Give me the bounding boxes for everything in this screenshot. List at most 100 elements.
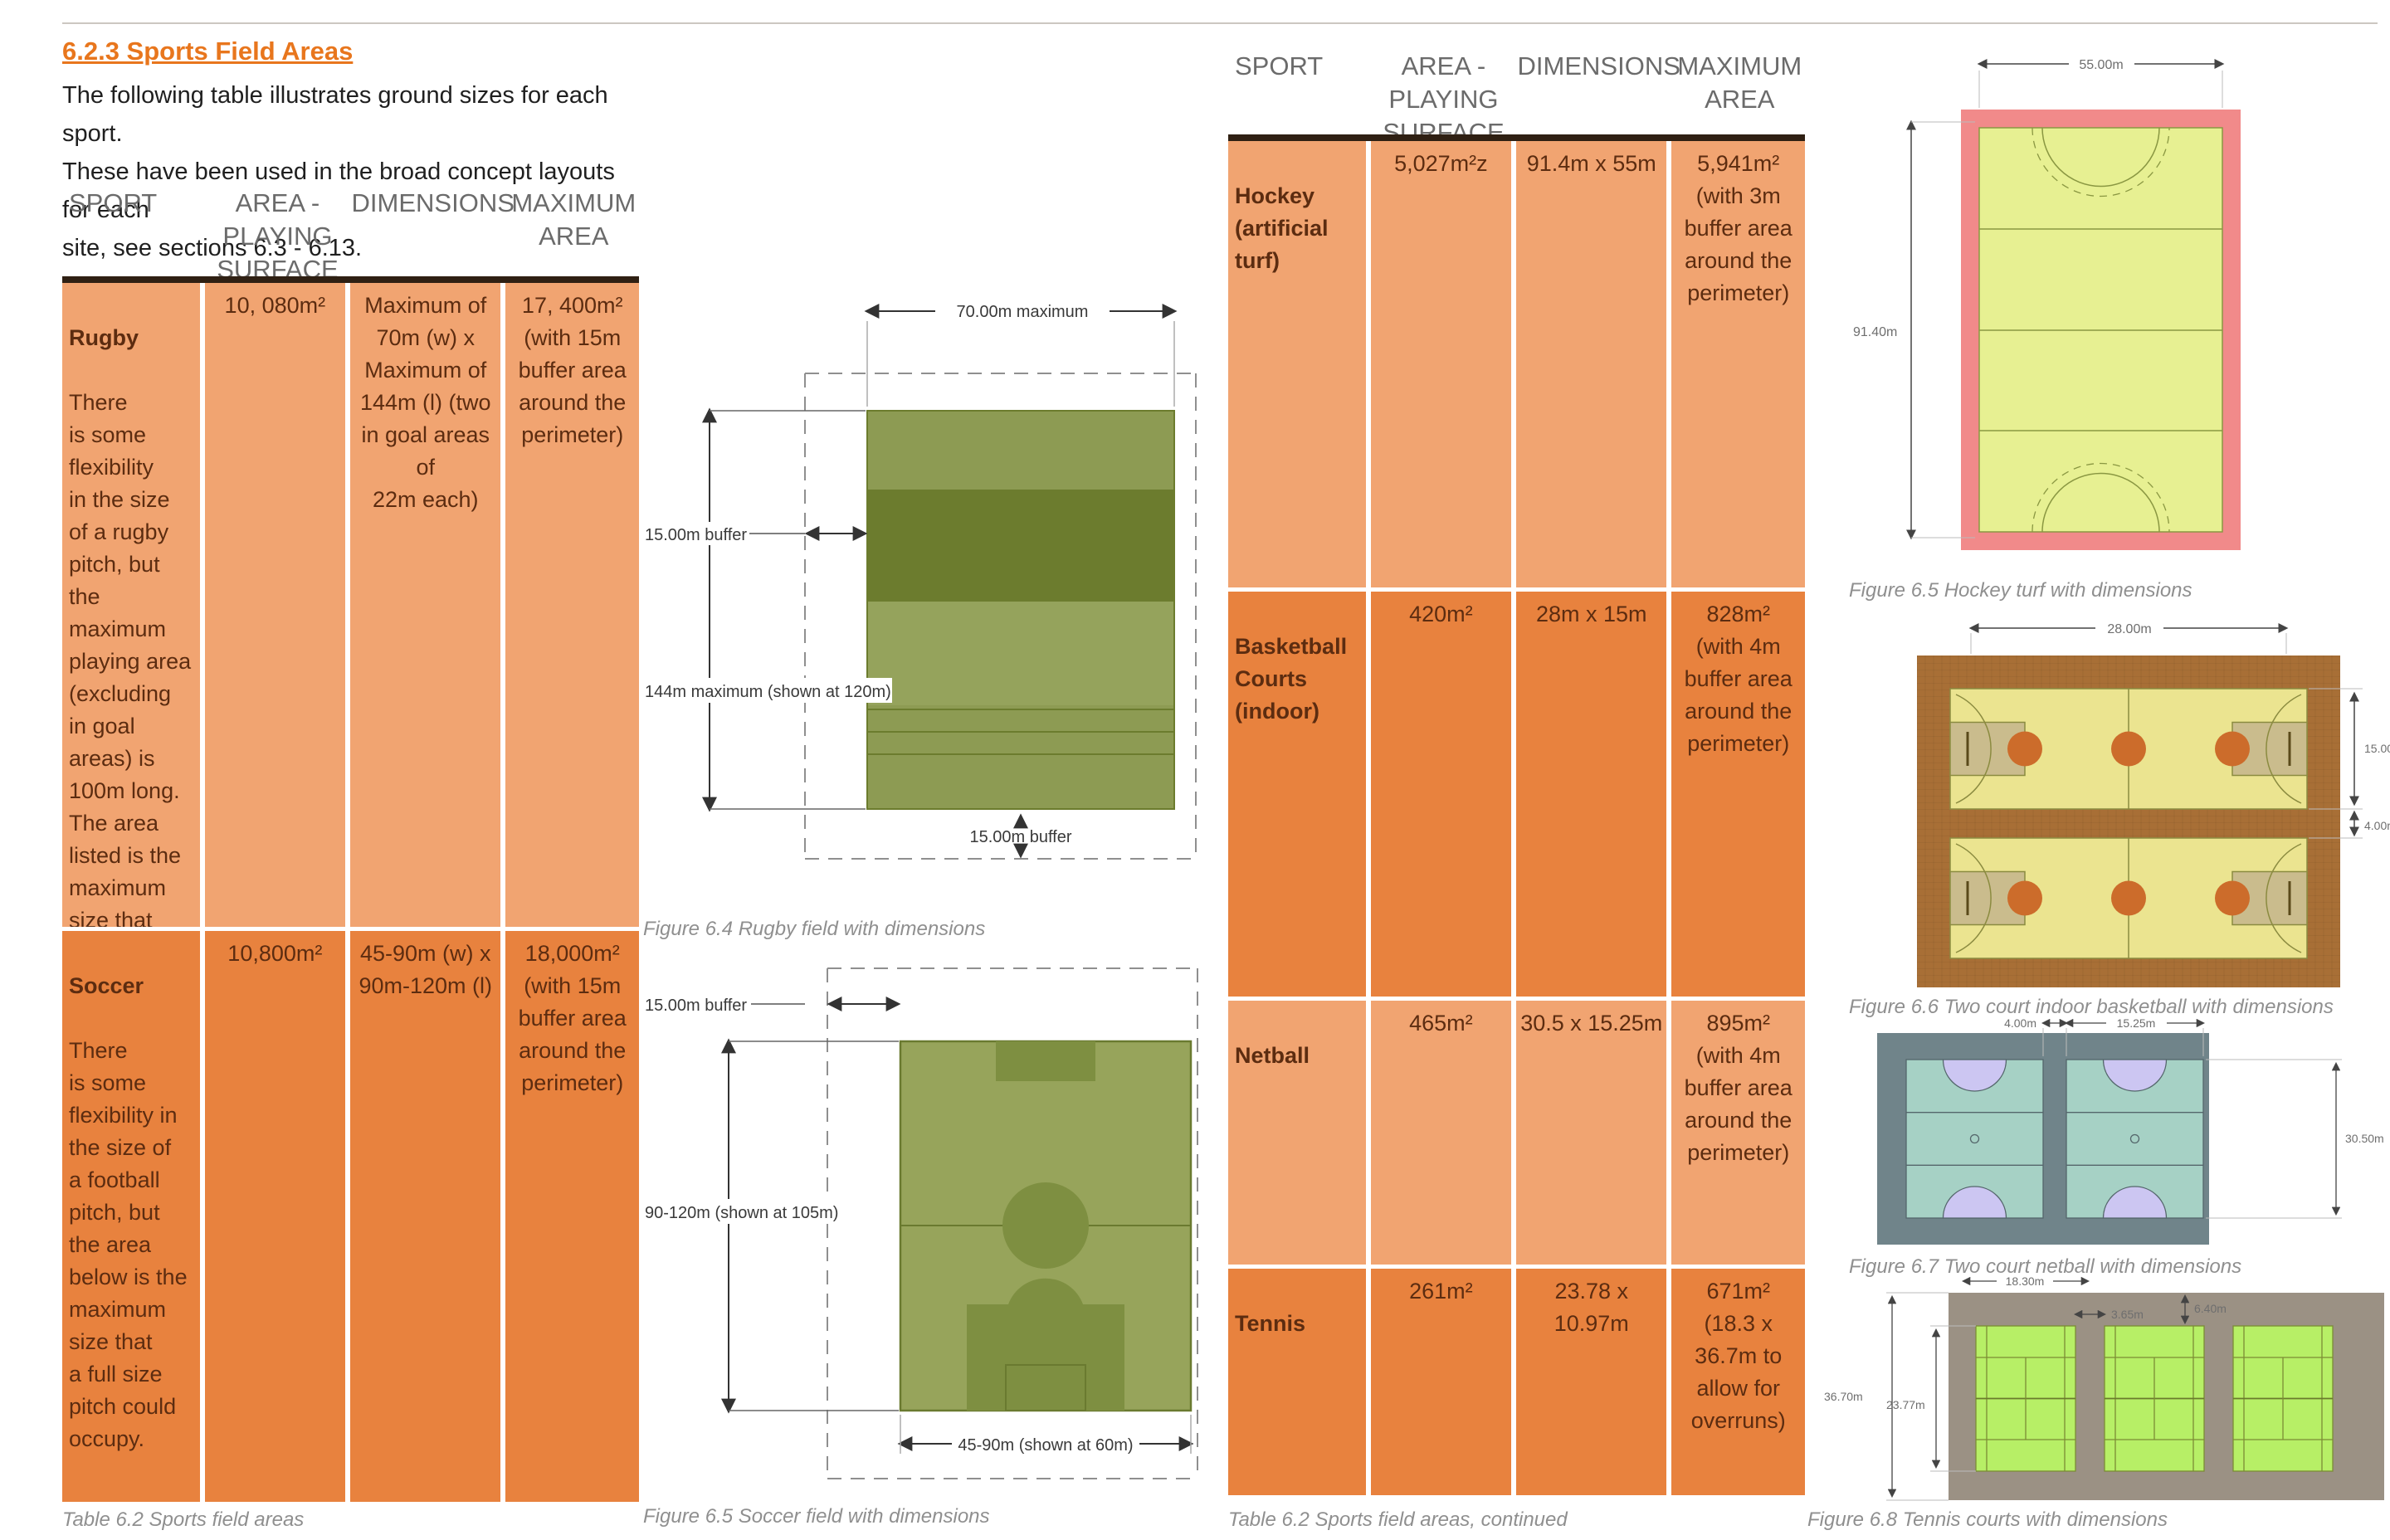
table-row-tennis: Tennis 261m² 23.78 x 10.97m 671m² (18.3 …	[1228, 1269, 1805, 1495]
table-row-hockey: Hockey (artificial turf) 5,027m²z 91.4m …	[1228, 141, 1805, 587]
cell-dimensions: 23.78 x 10.97m	[1516, 1269, 1667, 1495]
length-label: 91.40m	[1853, 325, 1897, 339]
tennis-court-3	[2232, 1325, 2334, 1472]
rugby-figure-caption: Figure 6.4 Rugby field with dimensions	[643, 918, 986, 940]
label-backing	[643, 522, 766, 545]
header-divider	[62, 276, 639, 283]
length-dimension	[721, 1038, 899, 1414]
width-label: 28.00m	[2107, 622, 2151, 636]
label-backing	[643, 1199, 861, 1224]
tennis-court-2	[2104, 1325, 2205, 1472]
soccer-figure-caption: Figure 6.5 Soccer field with dimensions	[643, 1505, 990, 1528]
cell-area: 10,800m²	[204, 931, 346, 1502]
width-dimension	[1968, 623, 2289, 654]
row-divider	[1228, 997, 1805, 1001]
cell-max-area: 828m² (with 4m buffer area around the pe…	[1671, 592, 1805, 997]
sport-name: Soccer	[69, 973, 144, 998]
cell-dimensions: Maximum of 70m (w) x Maximum of 144m (l)…	[350, 283, 501, 927]
cell-dimensions: 30.5 x 15.25m	[1516, 1001, 1667, 1265]
column-header-dimensions: DIMENSIONS	[351, 188, 515, 217]
section-title: 6.2.3 Sports Field Areas	[62, 37, 354, 66]
buffer-top-label: 15.00m buffer	[645, 997, 747, 1015]
court-width-label: 15.25m	[2117, 1016, 2156, 1030]
cell-sport: Hockey (artificial turf)	[1228, 141, 1366, 587]
cell-area: 5,027m²z	[1370, 141, 1512, 587]
court-width-label: 15.00m	[2364, 742, 2390, 755]
tennis-courts	[1975, 1325, 2334, 1472]
header-divider	[1228, 134, 1805, 141]
row-divider	[1228, 587, 1805, 592]
cell-dimensions: 91.4m x 55m	[1516, 141, 1667, 587]
rugby-pitch	[866, 410, 1175, 810]
sport-name: Rugby	[69, 325, 139, 350]
sport-description: There is some flexibility in the size of…	[69, 1038, 188, 1451]
cell-max-area: 895m² (with 4m buffer area around the pe…	[1671, 1001, 1805, 1265]
table-2-caption: Table 6.2 Sports field areas, continued	[1228, 1508, 1568, 1531]
row-divider	[1228, 1265, 1805, 1269]
column-header-sport: SPORT	[1235, 51, 1324, 80]
netball-courts-diagram: 4.00m 15.25m 30.50m	[1877, 1016, 2384, 1245]
basketball-courts-diagram: 28.00m 15.00m 4.00m	[1917, 622, 2390, 987]
buffer-left-label: 15.00m buffer	[645, 526, 747, 544]
hockey-turf-diagram: 55.00m 91.40m	[1853, 58, 2241, 550]
netball-figure-caption: Figure 6.7 Two court netball with dimens…	[1849, 1255, 2242, 1278]
netball-court-right	[2066, 1059, 2204, 1219]
table-row-basketball: Basketball Courts (indoor) 420m² 28m x 1…	[1228, 592, 1805, 997]
width-label: 45-90m (shown at 60m)	[958, 1436, 1133, 1455]
width-label: 18.30m	[2006, 1274, 2045, 1288]
length-dimension	[1906, 119, 1975, 540]
hockey-pitch	[1978, 127, 2223, 533]
cell-sport: Rugby There is some flexibility in the s…	[62, 283, 200, 1030]
cell-max-area: 17, 400m² (with 15m buffer area around t…	[505, 283, 639, 927]
top-goal-area	[996, 1041, 1095, 1081]
buffer-dashed-outline	[827, 967, 1198, 1479]
dimension-ticks	[2042, 1028, 2342, 1219]
column-header-area: AREA - PLAYING SURFACE	[1383, 51, 1505, 147]
cell-dimensions: 28m x 15m	[1516, 592, 1667, 997]
length-dimension	[702, 407, 866, 812]
intro-paragraph: The following table illustrates ground s…	[62, 82, 615, 261]
cell-sport: Soccer There is some flexibility in the …	[62, 931, 200, 1502]
width-dimension	[864, 304, 1178, 407]
buffer-bottom-label: 15.00m buffer	[969, 828, 1071, 846]
length-label: 90-120m (shown at 105m)	[645, 1204, 838, 1222]
cell-area: 261m²	[1370, 1269, 1512, 1495]
table-header-row: SPORT AREA - PLAYING SURFACE DIMENSIONS …	[62, 178, 639, 284]
sport-name: Hockey (artificial turf)	[1235, 183, 1329, 273]
cell-area: 10, 080m²	[204, 283, 346, 927]
netball-court-left	[1905, 1059, 2044, 1219]
rugby-field-diagram: 70.00m maximum 144m maximum (shown at 12…	[643, 303, 1197, 860]
column-header-max-area: MAXIMUM AREA	[1677, 51, 1802, 114]
cell-dimensions: 45-90m (w) x 90m-120m (l)	[350, 931, 501, 1502]
label-backing	[643, 678, 892, 703]
sport-description: There is some flexibility in the size of…	[69, 390, 192, 1030]
penalty-arc	[1008, 1278, 1083, 1304]
dimension-ticks	[2309, 688, 2363, 839]
penalty-area	[967, 1304, 1124, 1411]
basketball-court-top	[1949, 688, 2308, 810]
length-label: 36.70m	[1824, 1390, 1863, 1403]
tennis-courts-diagram: 18.30m 3.65m 6.40m 36.70m 23.77m	[1824, 1274, 2384, 1501]
cell-max-area: 671m² (18.3 x 36.7m to allow for overrun…	[1671, 1269, 1805, 1495]
table-row-netball: Netball 465m² 30.5 x 15.25m 895m² (with …	[1228, 1001, 1805, 1265]
tennis-figure-caption: Figure 6.8 Tennis courts with dimensions	[1807, 1508, 2168, 1531]
length-label: 30.50m	[2345, 1132, 2384, 1145]
buffer-dashed-outline	[804, 373, 1197, 860]
cell-sport: Basketball Courts (indoor)	[1228, 592, 1366, 997]
overrun-label: 6.40m	[2194, 1302, 2227, 1315]
soccer-pitch	[899, 1040, 1193, 1412]
basketball-figure-caption: Figure 6.6 Two court indoor basketball w…	[1849, 996, 2334, 1018]
table-row-soccer: Soccer There is some flexibility in the …	[62, 931, 639, 1502]
width-label: 55.00m	[2079, 58, 2123, 72]
gap-label: 4.00m	[2004, 1016, 2036, 1030]
cell-area: 465m²	[1370, 1001, 1512, 1265]
center-circle	[1002, 1182, 1089, 1269]
dimension-ticks	[1886, 1292, 1976, 1501]
width-label: 70.00m maximum	[957, 303, 1089, 321]
buffer-label: 4.00m	[2364, 819, 2390, 832]
top-rule	[62, 22, 2378, 24]
sport-name: Netball	[1235, 1043, 1310, 1068]
column-header-max-area: MAXIMUM AREA	[511, 188, 637, 251]
goal-area	[1005, 1364, 1086, 1411]
